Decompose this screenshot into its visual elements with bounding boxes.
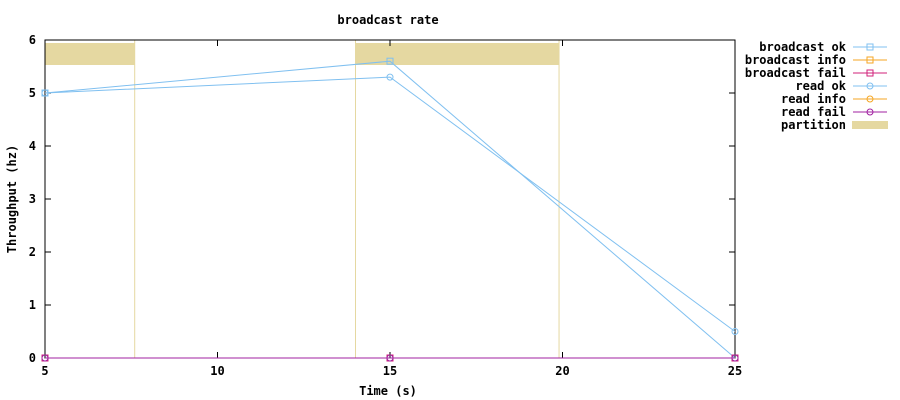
x-tick-label: 15 <box>383 364 397 378</box>
legend-label: broadcast fail <box>745 66 846 80</box>
legend-label: broadcast info <box>745 53 846 67</box>
data-point <box>41 89 49 97</box>
y-tick-label: 0 <box>29 351 36 365</box>
data-point <box>41 354 49 362</box>
legend-label: read fail <box>781 105 846 119</box>
y-tick-label: 2 <box>29 245 36 259</box>
legend-label: broadcast ok <box>759 40 846 54</box>
y-axis-title: Throughput (hz) <box>5 145 19 253</box>
y-tick-label: 1 <box>29 298 36 312</box>
x-tick-label: 25 <box>728 364 742 378</box>
legend-label: read info <box>781 92 846 106</box>
series-read-ok <box>41 73 739 335</box>
data-point <box>386 57 394 65</box>
partition-band-1 <box>45 43 135 65</box>
legend-marker <box>866 56 874 64</box>
x-tick-label: 10 <box>210 364 224 378</box>
x-axis-title: Time (s) <box>359 384 417 398</box>
y-tick-label: 3 <box>29 192 36 206</box>
data-point <box>386 354 394 362</box>
legend-marker <box>866 82 874 90</box>
series-read-fail <box>41 354 739 362</box>
legend-marker <box>866 108 874 116</box>
plot-frame <box>44 39 736 359</box>
y-tick-label: 5 <box>29 86 36 100</box>
series-line <box>44 76 736 332</box>
x-tick-label: 20 <box>555 364 569 378</box>
legend-marker <box>866 95 874 103</box>
data-point <box>386 73 394 81</box>
partition-layer <box>44 40 560 358</box>
data-point <box>731 328 739 335</box>
data-point <box>731 354 739 362</box>
legend-marker <box>866 69 874 77</box>
legend-marker <box>866 43 874 51</box>
x-tick-label: 5 <box>41 364 48 378</box>
y-tick-label: 6 <box>29 33 36 47</box>
series-layer <box>41 57 739 362</box>
partition-band-2 <box>355 43 560 65</box>
legend-label: read ok <box>795 79 846 93</box>
series-broadcast-ok <box>41 57 739 362</box>
chart-title: broadcast rate <box>337 13 438 27</box>
legend-label: partition <box>781 118 846 132</box>
legend-partition-swatch <box>852 121 888 129</box>
series-line <box>44 60 736 359</box>
y-tick-label: 4 <box>29 139 36 153</box>
